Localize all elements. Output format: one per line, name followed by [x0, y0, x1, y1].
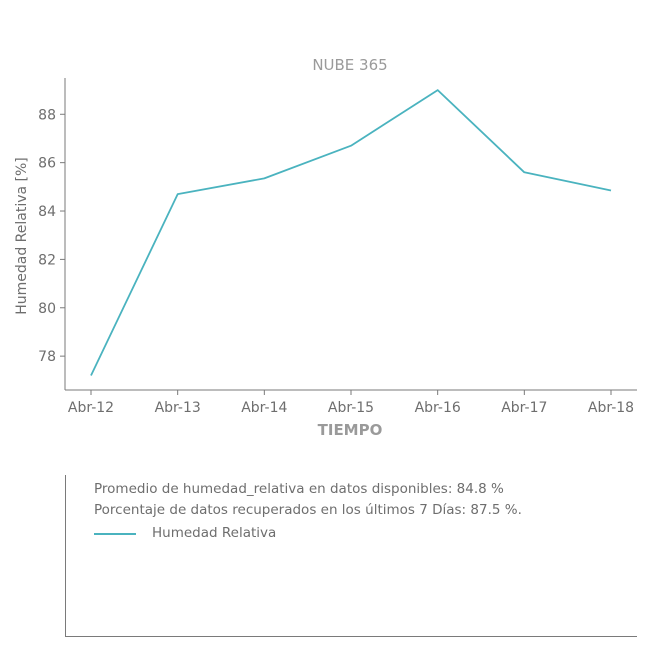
x-tick-label: Abr-13: [155, 400, 201, 416]
recovery-percentage-text: Porcentaje de datos recuperados en los ú…: [94, 502, 522, 518]
y-tick-label: 88: [38, 107, 56, 123]
x-tick-label: Abr-15: [328, 400, 374, 416]
x-tick-label: Abr-16: [415, 400, 461, 416]
average-text: Promedio de humedad_relativa en datos di…: [94, 481, 504, 497]
x-tick-label: Abr-14: [241, 400, 287, 416]
series-layer: [90, 89, 612, 376]
x-tick-label: Abr-17: [501, 400, 547, 416]
series-line-humedad-relativa: [90, 89, 612, 376]
y-tick-label: 80: [38, 301, 56, 317]
x-tick-label: Abr-12: [68, 400, 114, 416]
x-axis-label: TIEMPO: [318, 421, 383, 439]
y-tick-label: 78: [38, 349, 56, 365]
info-panel: Promedio de humedad_relativa en datos di…: [65, 475, 637, 637]
y-tick-label: 86: [38, 156, 56, 172]
y-tick-label: 82: [38, 252, 56, 268]
chart-title: NUBE 365: [312, 56, 387, 74]
y-axis-ticks: 78 80 82 84 86 88: [38, 107, 65, 365]
legend-swatch: [94, 533, 136, 535]
y-tick-label: 84: [38, 204, 56, 220]
x-axis-ticks: Abr-12 Abr-13 Abr-14 Abr-15 Abr-16 Abr-17 Abr-…: [68, 390, 634, 416]
x-tick-label: Abr-18: [588, 400, 634, 416]
legend-label: Humedad Relativa: [152, 525, 277, 541]
line-chart: NUBE 365 78 80 82 84 86 88 Abr-12 Abr-13 Abr-14…: [14, 56, 637, 439]
y-axis-label: Humedad Relativa [%]: [14, 157, 30, 315]
